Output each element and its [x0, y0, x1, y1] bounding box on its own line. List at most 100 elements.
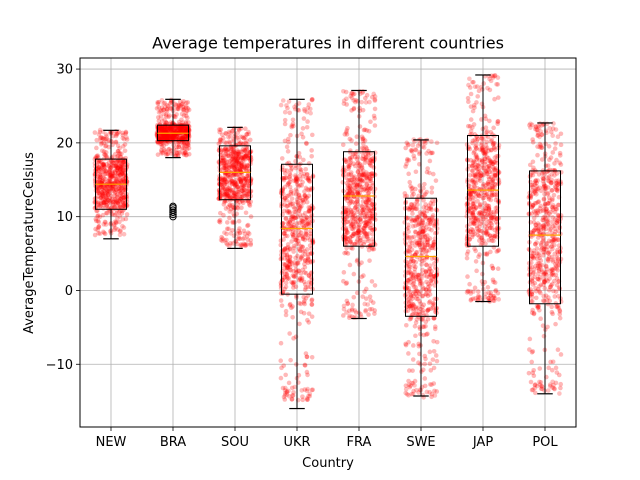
scatter-point — [179, 136, 184, 141]
scatter-point — [282, 246, 288, 251]
scatter-point — [121, 201, 126, 206]
scatter-point — [480, 183, 486, 189]
scatter-point — [174, 133, 180, 139]
scatter-point — [123, 216, 129, 222]
scatter-point — [495, 171, 501, 177]
scatter-point — [407, 244, 412, 250]
scatter-point — [120, 144, 126, 149]
scatter-point — [302, 301, 307, 307]
scatter-point — [119, 211, 125, 216]
scatter-point — [94, 218, 99, 224]
scatter-point — [552, 226, 558, 232]
scatter-point — [285, 233, 290, 239]
scatter-point — [118, 178, 124, 184]
scatter-point — [105, 201, 110, 207]
scatter-point — [432, 261, 437, 266]
scatter-point — [545, 190, 551, 196]
scatter-point — [294, 178, 300, 184]
scatter-point — [488, 249, 493, 255]
scatter-point — [306, 273, 312, 279]
scatter-point — [98, 184, 103, 189]
scatter-point — [168, 105, 173, 111]
scatter-point — [419, 258, 425, 264]
scatter-point — [484, 139, 490, 145]
scatter-point — [122, 185, 127, 190]
scatter-point — [248, 237, 254, 243]
scatter-point — [121, 168, 127, 174]
scatter-point — [300, 126, 306, 131]
scatter-point — [178, 132, 183, 138]
scatter-point — [164, 126, 170, 132]
scatter-point — [177, 125, 183, 130]
scatter-point — [111, 202, 116, 207]
scatter-point — [180, 127, 186, 133]
scatter-point — [242, 242, 248, 248]
scatter-point — [115, 171, 121, 177]
scatter-point — [158, 108, 164, 113]
scatter-point — [368, 298, 374, 303]
scatter-point — [306, 161, 312, 166]
scatter-point — [557, 286, 563, 292]
scatter-point — [295, 253, 300, 259]
scatter-point — [113, 140, 119, 145]
scatter-point — [299, 388, 305, 393]
scatter-point — [181, 135, 187, 140]
scatter-point — [283, 216, 289, 222]
scatter-point — [300, 134, 306, 140]
scatter-point — [293, 210, 298, 215]
scatter-point — [114, 167, 120, 173]
scatter-point — [487, 233, 493, 238]
scatter-point — [96, 225, 101, 230]
scatter-point — [362, 289, 367, 295]
scatter-point — [302, 248, 307, 254]
scatter-point — [119, 151, 124, 156]
scatter-point — [115, 170, 121, 176]
scatter-point — [354, 134, 360, 140]
scatter-point — [419, 317, 425, 323]
scatter-point — [157, 135, 162, 141]
scatter-point — [115, 159, 120, 164]
scatter-point — [485, 85, 490, 91]
scatter-point — [296, 192, 301, 197]
scatter-point — [159, 128, 164, 134]
scatter-point — [289, 215, 294, 220]
scatter-point — [112, 227, 117, 233]
scatter-point — [475, 199, 480, 204]
scatter-point — [284, 103, 289, 108]
scatter-point — [166, 113, 172, 118]
scatter-point — [95, 188, 100, 194]
scatter-point — [185, 142, 191, 148]
scatter-point — [287, 110, 292, 116]
scatter-point — [121, 203, 126, 208]
scatter-point — [553, 365, 559, 371]
scatter-point — [96, 159, 102, 165]
scatter-point — [299, 219, 305, 225]
scatter-point — [492, 73, 498, 79]
scatter-point — [120, 199, 126, 205]
scatter-point — [282, 117, 288, 123]
scatter-point — [495, 121, 500, 126]
scatter-point — [354, 186, 359, 191]
scatter-point — [230, 163, 236, 168]
scatter-point — [164, 126, 170, 131]
scatter-point — [159, 127, 164, 132]
scatter-point — [422, 376, 428, 381]
scatter-point — [543, 163, 549, 169]
scatter-point — [177, 102, 182, 108]
scatter-point — [104, 184, 110, 189]
scatter-point — [545, 324, 550, 330]
scatter-point — [162, 126, 168, 132]
scatter-point — [96, 213, 101, 218]
scatter-point — [155, 100, 160, 105]
scatter-point — [496, 180, 502, 185]
scatter-point — [93, 204, 99, 209]
scatter-point — [360, 153, 366, 159]
scatter-point — [240, 198, 245, 203]
scatter-point — [101, 163, 107, 169]
scatter-point — [123, 175, 129, 180]
scatter-point — [104, 199, 110, 205]
scatter-point — [278, 238, 284, 244]
scatter-point — [470, 210, 476, 216]
scatter-point — [159, 128, 165, 133]
scatter-point — [103, 153, 109, 159]
